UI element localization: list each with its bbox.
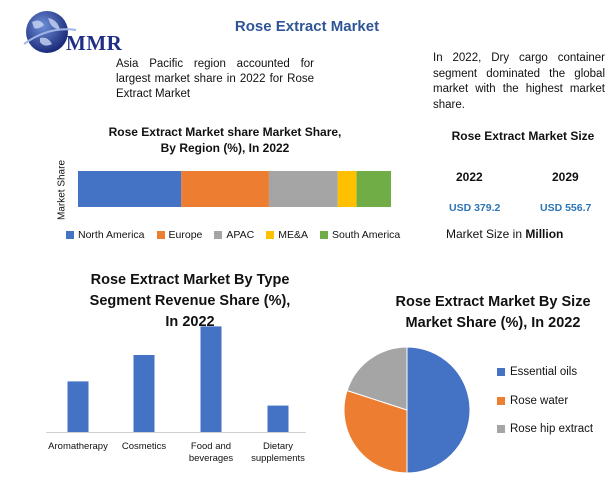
pie-legend-item: Rose water [497, 387, 593, 416]
legend-swatch [497, 368, 505, 377]
pie-legend-item: Essential oils [497, 358, 593, 387]
region-legend-item: ME&A [266, 229, 308, 241]
type-bar-3 [267, 405, 289, 432]
legend-label: Rose water [510, 394, 569, 407]
year-2022-label: 2022 [456, 170, 483, 184]
legend-label: North America [78, 229, 145, 241]
market-size-unit-note: Market Size in Million [446, 227, 564, 241]
legend-label: South America [331, 229, 401, 241]
legend-swatch [66, 231, 74, 239]
type-bar-2 [200, 326, 222, 432]
legend-swatch [266, 231, 275, 239]
size-2022-value: USD 379.2 [449, 202, 501, 214]
segment-note: In 2022, Dry cargo container segment dom… [433, 52, 605, 111]
legend-swatch [497, 425, 505, 434]
region-legend-item: APAC [214, 229, 254, 241]
logo-text: MMR [66, 31, 123, 55]
legend-swatch [319, 231, 328, 239]
legend-label: Essential oils [510, 366, 578, 379]
type-bar-0 [67, 381, 89, 432]
type-chart-title: Rose Extract Market By Type Segment Reve… [89, 272, 291, 330]
region-segment-0 [78, 171, 182, 207]
pie-slice-2 [346, 346, 408, 411]
legend-label: APAC [226, 229, 255, 241]
type-category-label: Cosmetics [122, 441, 167, 452]
type-bar-1 [133, 355, 155, 432]
legend-swatch [214, 231, 223, 239]
pie-legend-item: Rose hip extract [497, 415, 593, 444]
region-legend-item: South America [319, 229, 401, 241]
region-segment-4 [356, 171, 391, 207]
size-pie-title: Rose Extract Market By Size Market Share… [395, 294, 591, 331]
year-2029-label: 2029 [552, 170, 579, 184]
type-category-label: Dietary supplements [251, 441, 305, 464]
legend-swatch [497, 396, 505, 405]
region-chart-legend: North America Europe APAC ME&A South America [66, 229, 400, 241]
legend-swatch [156, 231, 165, 239]
size-2029-value: USD 556.7 [540, 202, 592, 214]
region-segment-3 [337, 171, 357, 207]
region-chart-title: Rose Extract Market share Market Share, … [108, 125, 342, 155]
globe-icon [23, 11, 77, 53]
region-legend-item: North America [66, 229, 145, 241]
size-pie-legend: Essential oils Rose water Rose hip extract [497, 358, 593, 444]
region-note: Asia Pacific region accounted for larges… [116, 58, 314, 100]
market-size-title: Rose Extract Market Size [451, 129, 595, 143]
legend-label: Europe [168, 229, 203, 241]
type-category-label: Aromatherapy [48, 441, 108, 452]
region-segment-2 [268, 171, 338, 207]
region-segment-1 [181, 171, 269, 207]
legend-label: Rose hip extract [510, 423, 594, 436]
region-legend-item: Europe [156, 229, 203, 241]
type-category-label: Food and beverages [189, 441, 234, 464]
pie-slice-0 [406, 346, 471, 474]
legend-label: ME&A [278, 229, 308, 241]
page-title: Rose Extract Market [234, 18, 380, 35]
pie-slice-1 [343, 389, 408, 474]
logo [14, 8, 134, 58]
